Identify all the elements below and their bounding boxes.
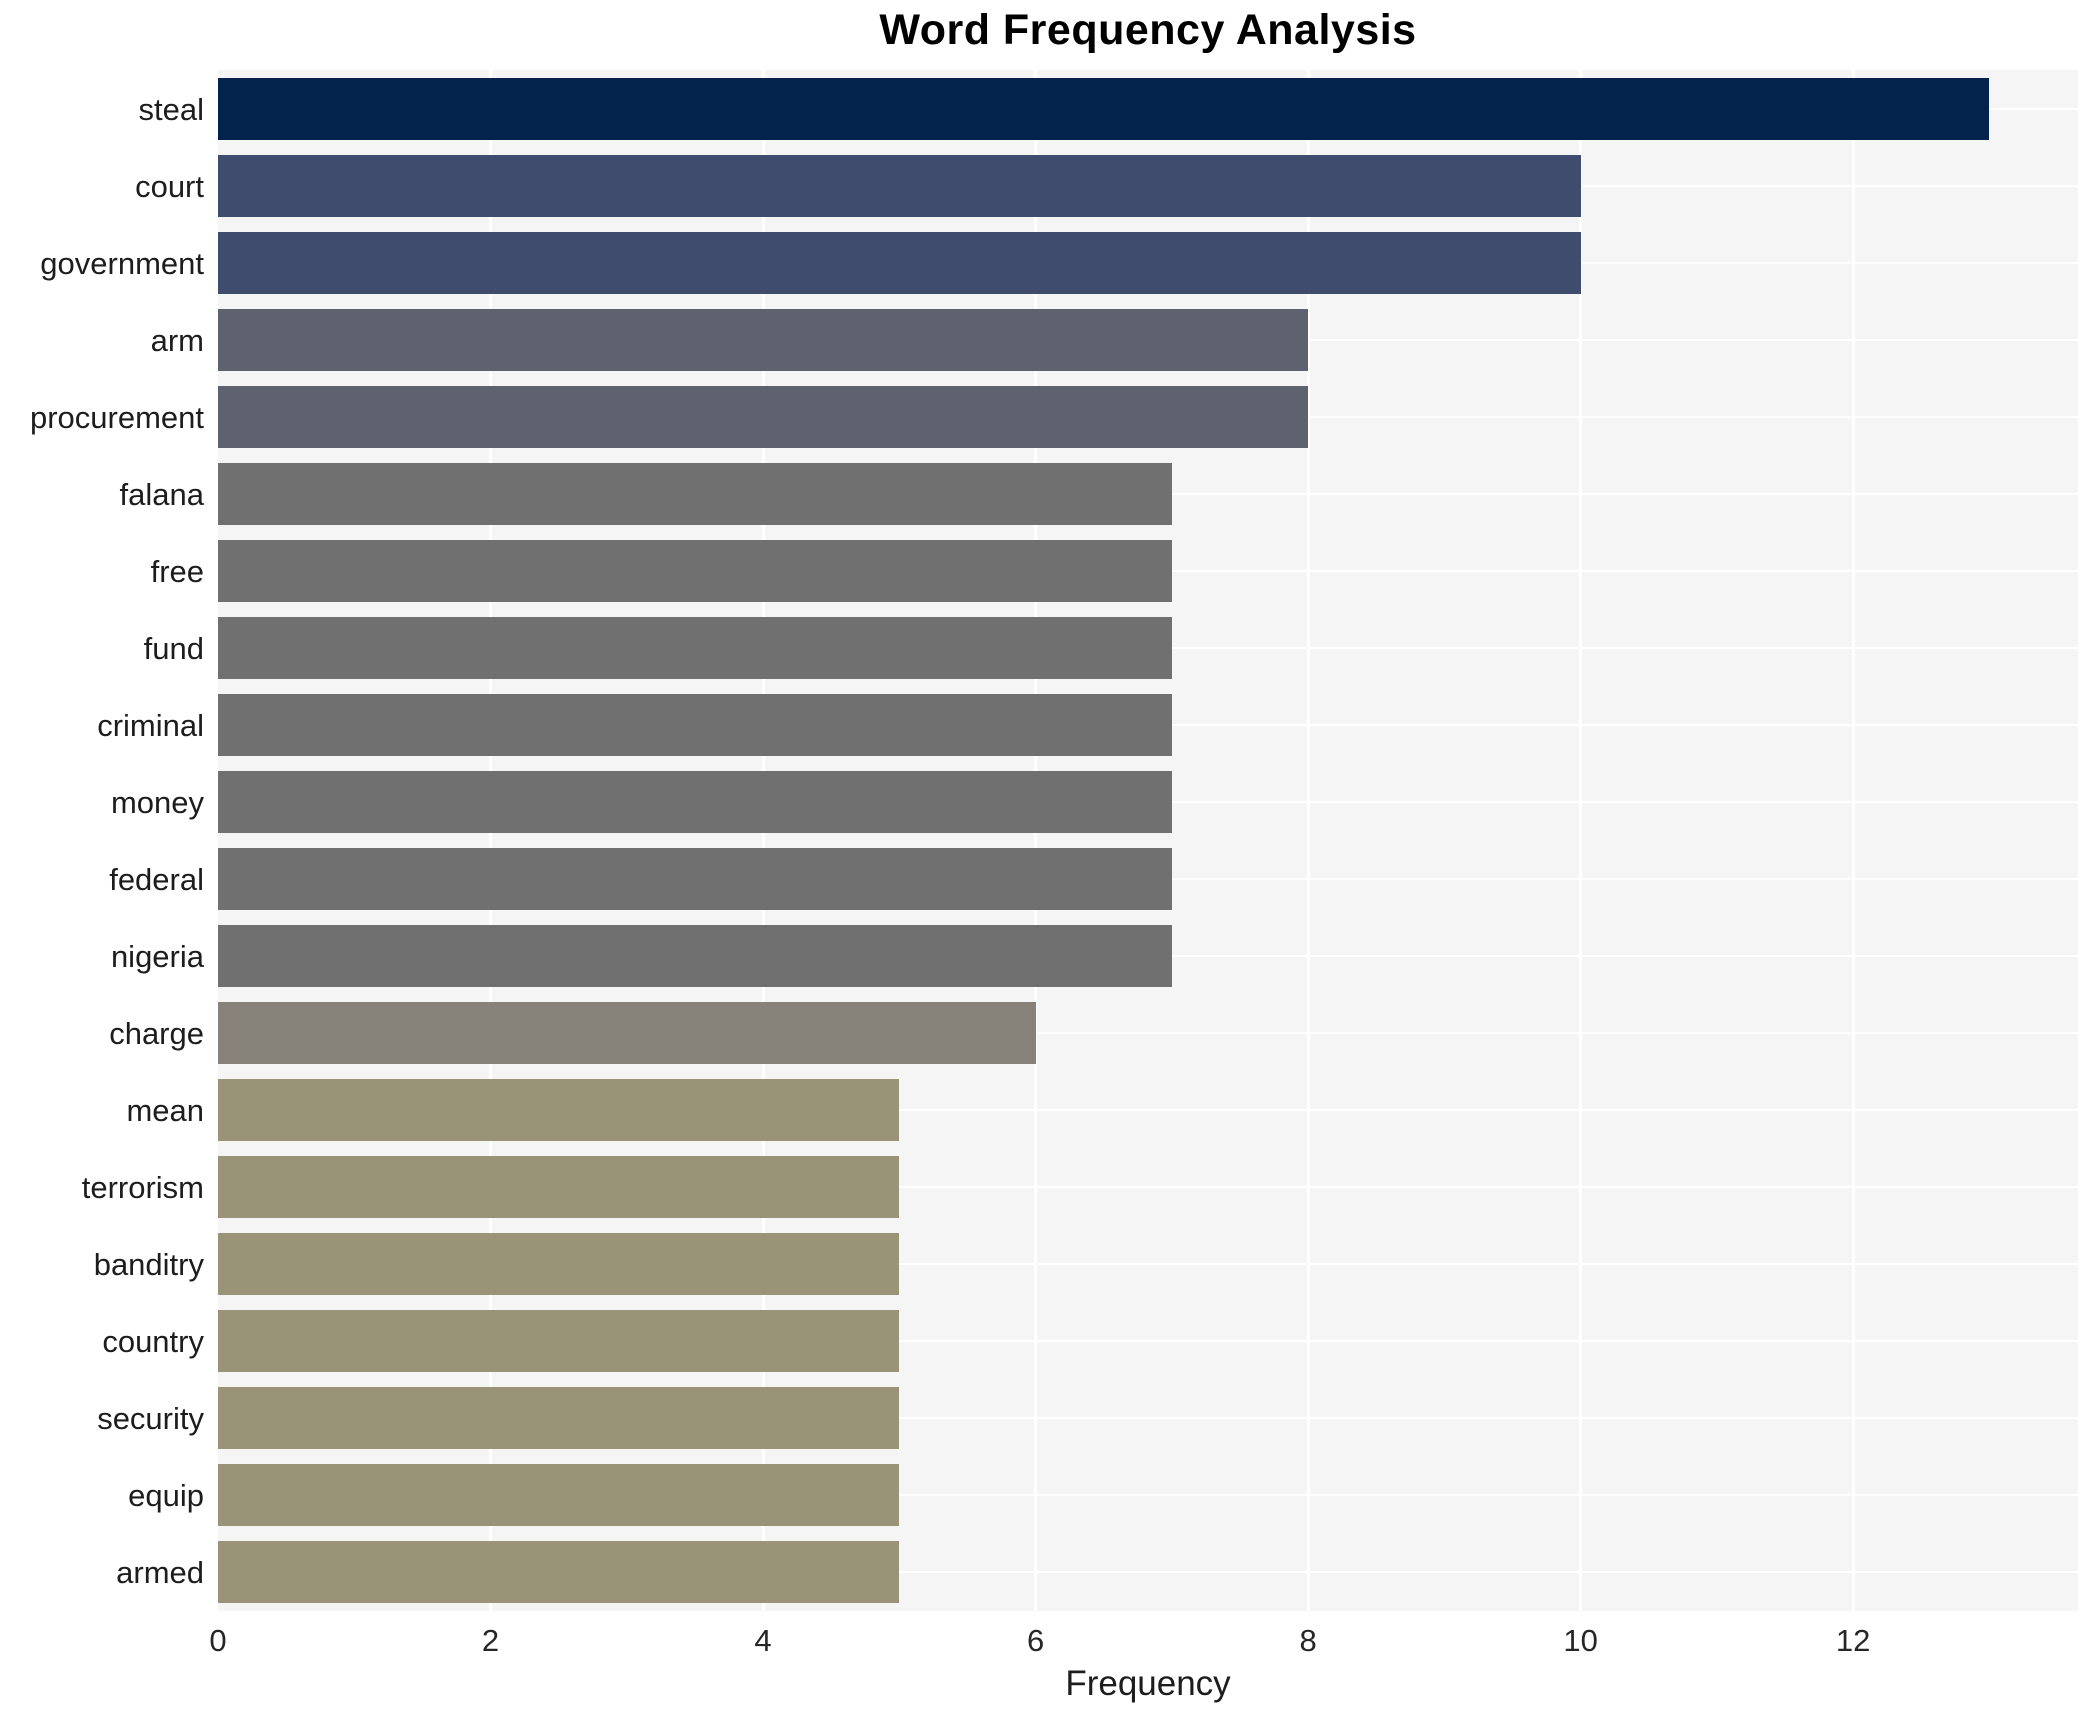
bar-arm — [218, 308, 1309, 371]
y-label-federal: federal — [109, 862, 204, 898]
y-label-government: government — [40, 245, 204, 281]
horizontal-gridline — [218, 1109, 2078, 1112]
y-label-country: country — [102, 1324, 204, 1360]
x-tick-4: 4 — [754, 1623, 772, 1658]
bar-free — [218, 539, 1172, 602]
bar-country — [218, 1310, 900, 1373]
y-label-nigeria: nigeria — [110, 939, 204, 975]
y-label-arm: arm — [150, 322, 204, 358]
plot-area — [218, 70, 2078, 1611]
bar-armed — [218, 1541, 900, 1604]
bar-steal — [218, 77, 1990, 140]
y-label-falana: falana — [119, 476, 204, 512]
horizontal-gridline — [218, 1340, 2078, 1343]
bar-terrorism — [218, 1156, 900, 1219]
y-label-armed: armed — [116, 1555, 204, 1591]
horizontal-gridline — [218, 1032, 2078, 1035]
bar-security — [218, 1387, 900, 1450]
horizontal-gridline — [218, 1571, 2078, 1574]
y-label-mean: mean — [126, 1093, 204, 1129]
bar-charge — [218, 1002, 1036, 1065]
x-axis-title: Frequency — [1065, 1664, 1231, 1703]
chart-title: Word Frequency Analysis — [879, 6, 1417, 54]
y-label-terrorism: terrorism — [81, 1170, 204, 1206]
x-tick-0: 0 — [209, 1623, 227, 1658]
y-label-steal: steal — [138, 91, 204, 127]
horizontal-gridline — [218, 1494, 2078, 1497]
y-label-court: court — [135, 168, 204, 204]
bar-procurement — [218, 385, 1309, 448]
vertical-gridline — [489, 70, 493, 1611]
bar-federal — [218, 848, 1172, 911]
bar-falana — [218, 462, 1172, 525]
horizontal-gridline — [218, 1263, 2078, 1266]
x-tick-6: 6 — [1026, 1623, 1045, 1658]
vertical-gridline — [1034, 70, 1038, 1611]
y-label-fund: fund — [143, 630, 204, 666]
vertical-gridline — [1851, 70, 1855, 1611]
horizontal-gridline — [218, 1417, 2078, 1420]
y-label-equip: equip — [128, 1478, 204, 1514]
y-label-charge: charge — [109, 1016, 204, 1052]
vertical-gridline — [761, 70, 765, 1611]
x-tick-12: 12 — [1835, 1623, 1871, 1658]
x-tick-2: 2 — [481, 1623, 500, 1658]
x-tick-8: 8 — [1299, 1623, 1317, 1658]
bar-equip — [218, 1464, 900, 1527]
bar-money — [218, 770, 1172, 833]
y-label-money: money — [110, 784, 204, 820]
y-label-banditry: banditry — [93, 1247, 204, 1283]
y-label-criminal: criminal — [97, 707, 204, 743]
y-label-procurement: procurement — [29, 399, 204, 435]
bar-mean — [218, 1079, 900, 1142]
vertical-gridline — [1306, 70, 1310, 1611]
y-label-free: free — [150, 553, 204, 589]
x-tick-10: 10 — [1563, 1623, 1598, 1658]
bar-fund — [218, 616, 1172, 679]
horizontal-gridline — [218, 1186, 2078, 1189]
bar-government — [218, 231, 1581, 294]
bar-court — [218, 154, 1581, 217]
bar-banditry — [218, 1233, 900, 1296]
bar-criminal — [218, 693, 1172, 756]
y-label-security: security — [97, 1401, 204, 1437]
bar-nigeria — [218, 925, 1172, 988]
vertical-gridline — [1579, 70, 1583, 1611]
